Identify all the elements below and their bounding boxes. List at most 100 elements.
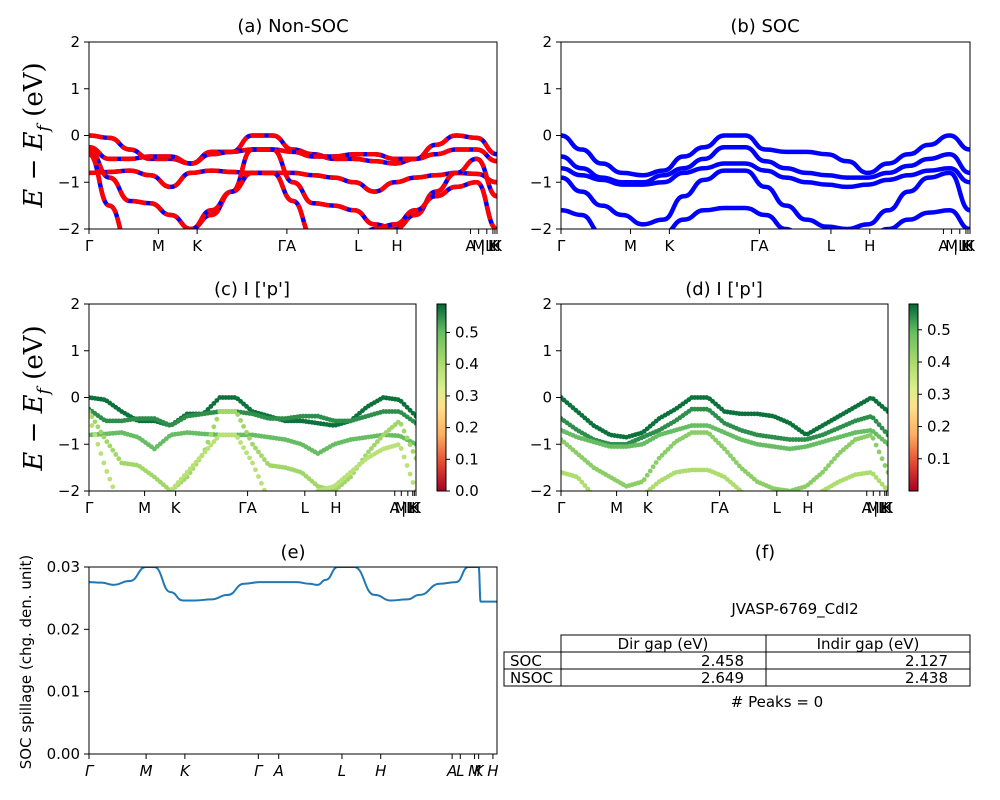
x-tick-label: M bbox=[468, 762, 481, 780]
projection-point bbox=[175, 480, 181, 485]
projection-point bbox=[707, 431, 713, 437]
projection-point bbox=[882, 463, 888, 468]
x-tick-label: K bbox=[961, 237, 972, 255]
projection-point bbox=[104, 469, 110, 474]
y-tick-label: 1 bbox=[542, 342, 552, 360]
header-dir-gap: Dir gap (eV) bbox=[618, 635, 709, 653]
x-tick-label: K bbox=[408, 499, 419, 517]
projection-point bbox=[650, 464, 656, 470]
x-tick-label: Γ bbox=[254, 762, 264, 780]
projection-point bbox=[131, 507, 136, 512]
x-tick-label: K bbox=[171, 499, 182, 517]
projection-point bbox=[725, 449, 730, 455]
x-tick-label: K bbox=[180, 762, 191, 780]
spillage-ylabel: SOC spillage (chg. den. unit) bbox=[17, 555, 35, 770]
projection-point bbox=[172, 483, 178, 489]
y-tick-label: 0.00 bbox=[47, 745, 80, 763]
ylabel-unit: (eV) bbox=[19, 325, 49, 388]
projection-point bbox=[274, 502, 279, 507]
x-tick-label: M bbox=[140, 762, 153, 780]
x-tick-label: ΓA bbox=[710, 499, 729, 517]
colorbar-d-ticks: 0.5 0.4 0.3 0.2 0.1 bbox=[918, 321, 951, 468]
x-tick-label: ΓA bbox=[750, 237, 769, 255]
colorbar-tick-label: 0.1 bbox=[455, 450, 479, 468]
projection-point bbox=[404, 463, 410, 468]
projection-point bbox=[835, 452, 840, 458]
projection-point bbox=[271, 501, 276, 506]
plot-area bbox=[89, 133, 497, 229]
projection-point bbox=[782, 504, 787, 509]
projection-point bbox=[292, 505, 297, 510]
projection-point bbox=[716, 440, 721, 446]
projection-point bbox=[196, 456, 202, 462]
y-tick-label: −1 bbox=[530, 173, 552, 191]
projection-point bbox=[208, 404, 214, 409]
projection-point bbox=[155, 496, 160, 501]
projection-point bbox=[113, 452, 119, 457]
projection-point bbox=[410, 410, 416, 416]
projection-point bbox=[241, 445, 246, 451]
colorbar-tick-label: 0.2 bbox=[927, 418, 951, 436]
projection-point bbox=[398, 398, 404, 404]
y-tick-label: 2 bbox=[70, 295, 80, 313]
band-line bbox=[561, 168, 970, 229]
x-tick-label: A bbox=[273, 762, 284, 780]
projection-point bbox=[746, 495, 751, 500]
x-tick-label: K bbox=[883, 499, 894, 517]
projection-point bbox=[161, 493, 166, 498]
projection-point bbox=[289, 506, 294, 511]
projection-point bbox=[870, 415, 876, 421]
projection-point bbox=[788, 503, 793, 508]
band-line-dashed bbox=[89, 147, 497, 229]
panel-b-title: (b) SOC bbox=[730, 16, 799, 37]
projection-point bbox=[190, 463, 196, 468]
projection-point bbox=[95, 424, 101, 430]
projection-point bbox=[250, 460, 255, 466]
projection-point bbox=[811, 494, 816, 499]
y-tick-label: 1 bbox=[542, 80, 552, 98]
projection-point bbox=[722, 446, 727, 452]
projection-point bbox=[211, 439, 217, 445]
projection-point bbox=[743, 492, 748, 497]
band-line bbox=[561, 133, 970, 178]
y-tick-label: 0 bbox=[542, 389, 552, 407]
plot-area bbox=[89, 567, 497, 603]
x-tick-label: K bbox=[488, 237, 499, 255]
colorbar-tick-label: 0.1 bbox=[927, 450, 951, 468]
projection-point bbox=[870, 471, 876, 477]
x-tick-label: H bbox=[391, 237, 402, 255]
projection-point bbox=[232, 409, 238, 414]
projection-point bbox=[205, 407, 211, 412]
x-tick-label: M bbox=[152, 237, 165, 255]
projection-point bbox=[101, 460, 107, 466]
projection-point bbox=[876, 449, 882, 455]
y-tick-label: 0 bbox=[70, 389, 80, 407]
x-tick-label: L bbox=[773, 499, 782, 517]
projection-point bbox=[633, 500, 638, 505]
projection-point bbox=[235, 435, 241, 440]
x-tick-label: Γ bbox=[85, 762, 95, 780]
projection-point bbox=[597, 498, 602, 503]
projection-point bbox=[265, 495, 270, 500]
projection-point bbox=[398, 446, 404, 451]
projection-point bbox=[713, 437, 718, 443]
projection-point bbox=[277, 504, 282, 509]
projection-point bbox=[256, 474, 261, 479]
panel-f-title: (f) bbox=[755, 542, 775, 563]
row-label-nsoc: NSOC bbox=[510, 669, 553, 687]
y-tick-label: −2 bbox=[58, 482, 80, 500]
panel-e-plot: 0.030.020.010.00Γ M K Γ A L H AL MK H bbox=[47, 558, 499, 780]
projection-point bbox=[295, 504, 300, 509]
projection-point bbox=[873, 418, 879, 424]
plot-area bbox=[561, 133, 970, 229]
projection-point bbox=[107, 443, 113, 449]
projection-point bbox=[158, 495, 163, 500]
x-tick-label: M bbox=[945, 237, 958, 255]
projection-point bbox=[826, 463, 831, 468]
projection-point bbox=[793, 501, 798, 506]
projection-point bbox=[250, 441, 255, 447]
projection-point bbox=[410, 449, 416, 454]
projection-point bbox=[369, 446, 374, 451]
spillage-line bbox=[89, 567, 497, 603]
